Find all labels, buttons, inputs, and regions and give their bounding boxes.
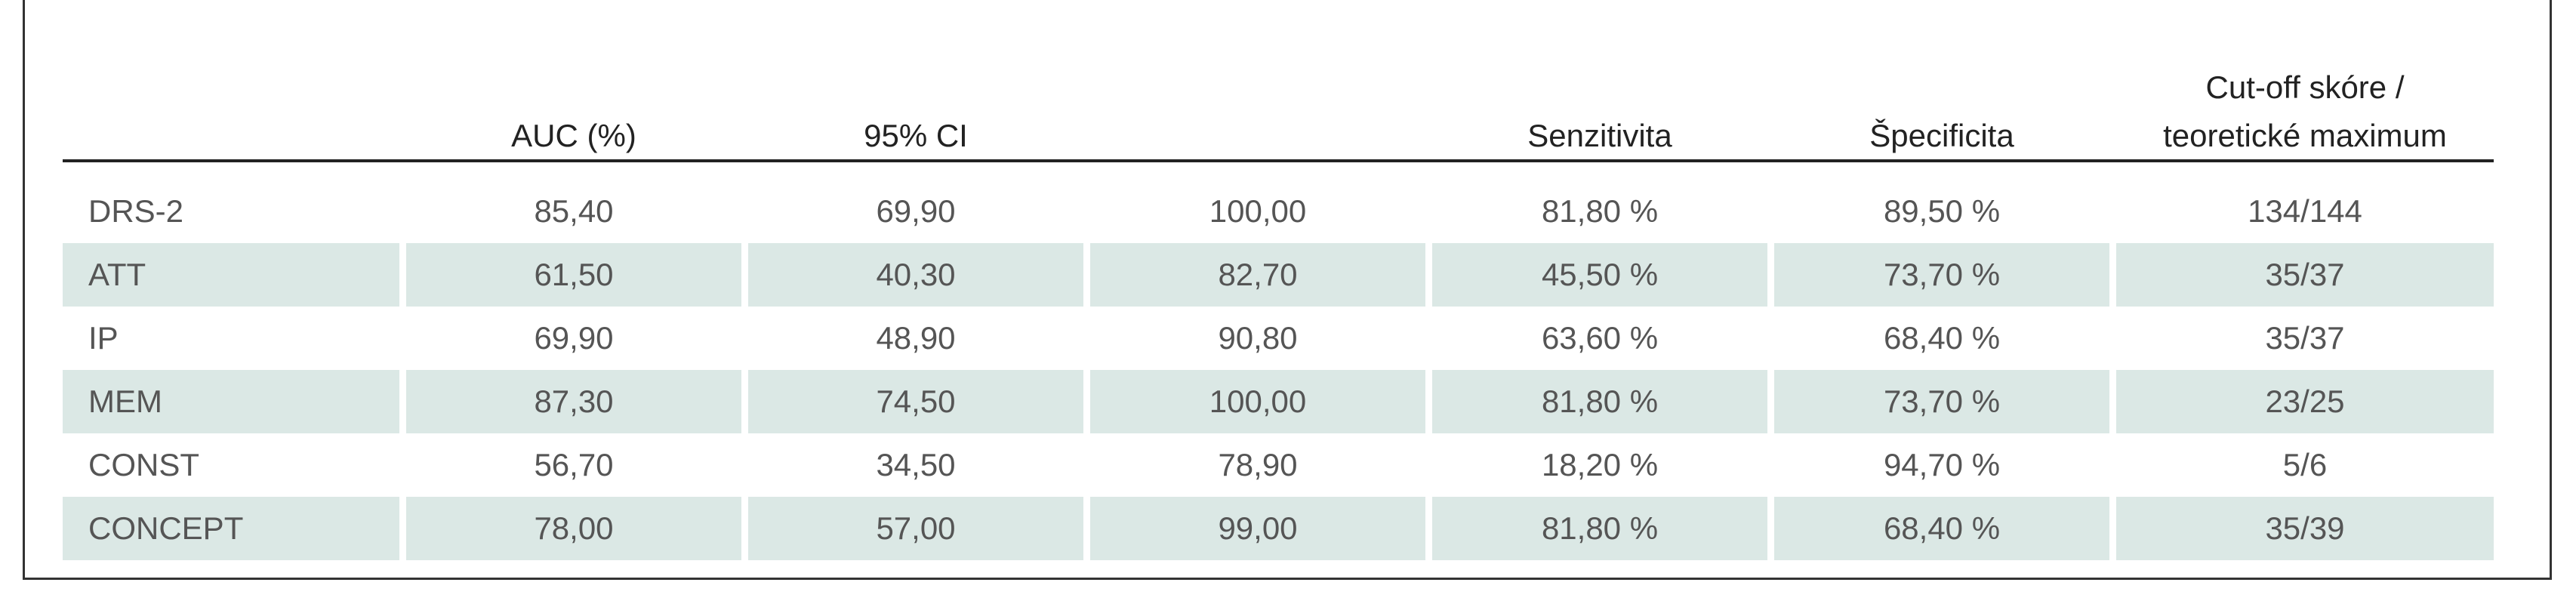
table-cell: 74,50 bbox=[748, 370, 1083, 433]
table-cell: 69,90 bbox=[534, 320, 614, 356]
header-row: AUC (%) 95% CI Senzitivita Špecificita C… bbox=[63, 44, 2494, 180]
table-cell: 18,20 % bbox=[1541, 447, 1659, 482]
table-body: DRS-2 85,40 69,90 100,00 81,80 % 89,50 % 134/1… bbox=[63, 180, 2494, 560]
table-row: MEM 87,30 74,50 100,00 81,80 % 73,70 % 23/25 bbox=[63, 370, 2494, 433]
row-label: DRS-2 bbox=[88, 193, 184, 229]
header-cell: AUC (%) bbox=[511, 118, 636, 153]
row-label: IP bbox=[88, 320, 119, 356]
table-cell: 78,90 bbox=[1218, 447, 1298, 482]
table-cell: 35/37 bbox=[2116, 243, 2494, 307]
table-row: ATT 61,50 40,30 82,70 45,50 % 73,70 % 35/37 bbox=[63, 243, 2494, 307]
header-rule bbox=[63, 159, 2494, 162]
table-cell: 94,70 % bbox=[1883, 447, 2001, 482]
row-label: MEM bbox=[63, 370, 399, 433]
table-cell: 63,60 % bbox=[1541, 320, 1659, 356]
table-cell: 40,30 bbox=[748, 243, 1083, 307]
table-cell: 57,00 bbox=[748, 497, 1083, 560]
table-cell: 56,70 bbox=[534, 447, 614, 482]
table-cell: 68,40 % bbox=[1883, 320, 2001, 356]
frame bbox=[23, 0, 2552, 580]
table-cell: 45,50 % bbox=[1432, 243, 1767, 307]
row-label: CONST bbox=[88, 447, 199, 482]
table-cell: 48,90 bbox=[876, 320, 956, 356]
header-cell: 95% CI bbox=[864, 118, 968, 153]
table-cell: 85,40 bbox=[534, 193, 614, 229]
table-cell: 5/6 bbox=[2282, 447, 2328, 482]
table-row: IP 69,90 48,90 90,80 63,60 % 68,40 % 35/37 bbox=[63, 307, 2494, 370]
table-cell: 100,00 bbox=[1209, 193, 1307, 229]
table-cell: 100,00 bbox=[1090, 370, 1425, 433]
table-row: CONCEPT 78,00 57,00 99,00 81,80 % 68,40 % 35/3… bbox=[63, 497, 2494, 560]
table-cell: 87,30 bbox=[406, 370, 741, 433]
table-cell: 81,80 % bbox=[1432, 497, 1767, 560]
table-cell: 69,90 bbox=[876, 193, 956, 229]
table-cell: 23/25 bbox=[2116, 370, 2494, 433]
table-row: DRS-2 85,40 69,90 100,00 81,80 % 89,50 % 134/1… bbox=[63, 180, 2494, 243]
table-cell: 35/39 bbox=[2116, 497, 2494, 560]
table-cell: 73,70 % bbox=[1774, 370, 2109, 433]
table-cell: 34,50 bbox=[876, 447, 956, 482]
table-cell: 89,50 % bbox=[1883, 193, 2001, 229]
table-cell: 61,50 bbox=[406, 243, 741, 307]
table-header: AUC (%) 95% CI Senzitivita Špecificita C… bbox=[63, 44, 2494, 180]
header-line: Cut-off skóre / bbox=[2205, 69, 2405, 105]
header-cell: Špecificita bbox=[1869, 118, 2014, 153]
table-cell: 134/144 bbox=[2248, 193, 2362, 229]
table-cell: 81,80 % bbox=[1541, 193, 1659, 229]
header-cell: Cut-off skóre / teoretické maximum bbox=[2116, 44, 2494, 180]
table-cell: 73,70 % bbox=[1774, 243, 2109, 307]
table-cell: 82,70 bbox=[1090, 243, 1425, 307]
header-cell: Senzitivita bbox=[1527, 118, 1672, 153]
row-label: CONCEPT bbox=[63, 497, 399, 560]
table-cell: 99,00 bbox=[1090, 497, 1425, 560]
table-cell: 81,80 % bbox=[1432, 370, 1767, 433]
header-line: teoretické maximum bbox=[2163, 118, 2447, 153]
row-label: ATT bbox=[63, 243, 399, 307]
table-cell: 90,80 bbox=[1218, 320, 1298, 356]
table-cell: 78,00 bbox=[406, 497, 741, 560]
table-cell: 35/37 bbox=[2265, 320, 2345, 356]
table-cell: 68,40 % bbox=[1774, 497, 2109, 560]
results-table: AUC (%) 95% CI Senzitivita Špecificita C… bbox=[56, 44, 2501, 560]
table-row: CONST 56,70 34,50 78,90 18,20 % 94,70 % 5/6 bbox=[63, 433, 2494, 497]
